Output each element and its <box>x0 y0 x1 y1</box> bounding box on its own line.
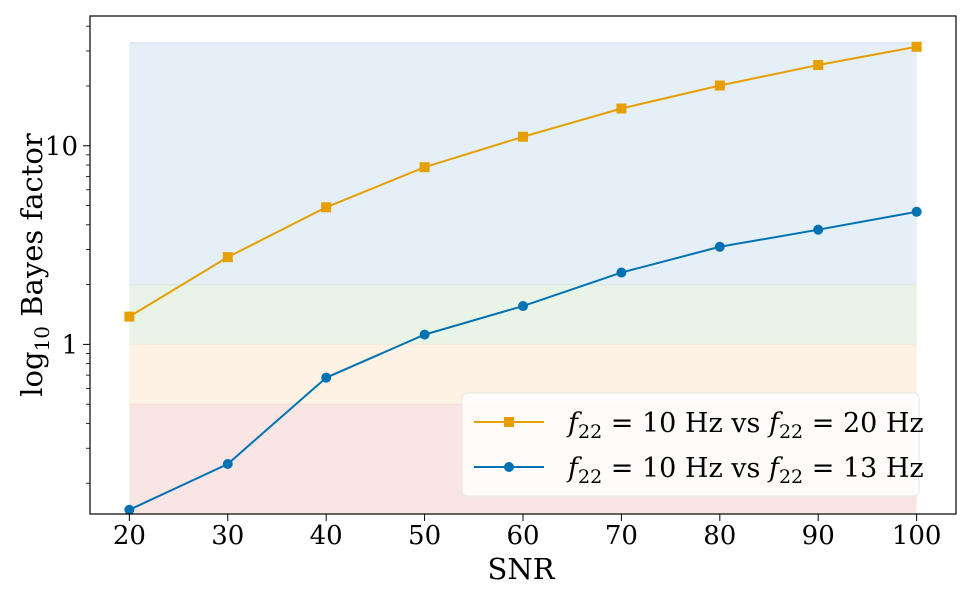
legend-marker-0 <box>504 417 514 427</box>
series-1-point <box>518 301 528 312</box>
series-0-point <box>911 41 922 52</box>
y-tick-label: 1 <box>61 330 78 360</box>
x-tick-label: 50 <box>408 521 441 551</box>
legend-entry-1: f22 = 10 Hz vs f22 = 13 Hz <box>566 453 924 488</box>
series-1-point <box>911 206 922 217</box>
y-tick-label: 10 <box>45 132 78 162</box>
series-0-point <box>419 162 430 173</box>
legend-entry-0: f22 = 10 Hz vs f22 = 20 Hz <box>566 408 924 443</box>
x-tick-label: 40 <box>310 521 343 551</box>
series-0-point <box>321 202 332 213</box>
x-tick-label: 100 <box>892 521 942 551</box>
series-1-point <box>616 267 627 278</box>
series-0-point <box>813 59 824 70</box>
series-1-point <box>321 372 332 383</box>
series-0-point <box>222 252 233 263</box>
legend-box <box>461 392 920 497</box>
legend: f22 = 10 Hz vs f22 = 20 Hz f22 = 10 Hz vs… <box>461 392 924 497</box>
series-0-point <box>124 311 135 322</box>
series-0-point <box>714 80 725 91</box>
axis-ticks <box>83 25 918 521</box>
series-0-point <box>518 131 528 142</box>
y-axis-label: log10 Bayes factor <box>15 133 54 397</box>
x-tick-label: 90 <box>802 521 835 551</box>
x-tick-label: 60 <box>506 521 539 551</box>
x-axis-label: SNR <box>487 552 555 586</box>
x-tick-label: 80 <box>703 521 736 551</box>
legend-marker-1 <box>504 462 514 472</box>
series-1-point <box>813 224 824 235</box>
series-markers <box>124 41 922 515</box>
x-tick-label: 20 <box>113 521 146 551</box>
series-1-point <box>419 329 430 340</box>
series-1-point <box>714 241 725 252</box>
series-1-point <box>222 458 233 469</box>
evidence-band-2 <box>129 284 917 345</box>
x-tick-label: 30 <box>211 521 244 551</box>
x-tick-label: 70 <box>605 521 638 551</box>
evidence-band-3 <box>129 42 917 285</box>
series-0-point <box>616 103 627 114</box>
series-1-point <box>124 504 135 515</box>
